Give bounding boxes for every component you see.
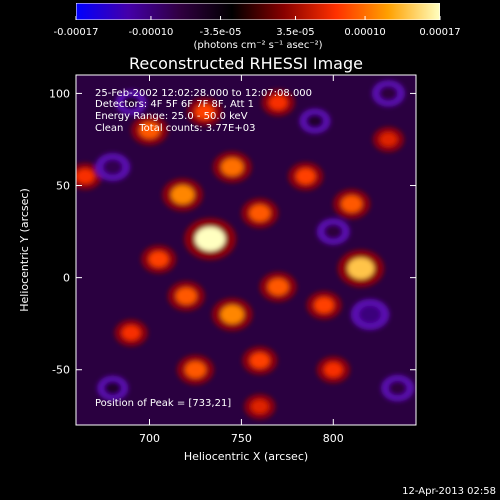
y-tick-label: 100 [49,87,70,100]
colorbar-tick-label: 0.00010 [344,27,385,38]
x-tick-label: 800 [323,432,344,445]
source-core [104,381,122,395]
y-axis-label: Heliocentric Y (arcsec) [18,188,31,312]
source-core [185,361,206,378]
source-core [388,380,407,396]
source-core [250,352,270,369]
annotation-detectors: Detectors: 4F 5F 6F 7F 8F, Att 1 [95,99,255,110]
annotation-energy: Energy Range: 25.0 - 50.0 keV [95,111,248,122]
source-core [220,305,244,324]
source-core [221,158,244,176]
source-core [122,325,141,341]
source-core [324,224,343,239]
source-core [341,195,362,213]
source-core [324,362,343,378]
colorbar-tick-label: 3.5e-05 [276,27,314,38]
source-core [347,257,375,280]
source-core [175,287,197,305]
source-core [148,251,169,267]
colorbar-tick-label: 0.00017 [419,27,460,38]
source-core [359,305,381,324]
source-core [379,132,397,147]
source-core [249,204,271,222]
colorbar [76,3,440,20]
colorbar-tick-label: -0.00017 [54,27,99,38]
source-core [195,226,226,251]
source-core [379,86,398,101]
source-core [306,114,324,128]
colorbar-tick-label: -0.00010 [128,27,173,38]
colorbar-label: (photons cm⁻² s⁻¹ asec⁻²) [193,40,322,51]
source-core [251,399,269,414]
timestamp: 12-Apr-2013 02:58 [402,486,496,497]
source-core [267,278,289,296]
source-core [76,169,95,184]
x-tick-label: 750 [231,432,252,445]
annotation-peak: Position of Peak = [733,21] [95,398,232,409]
source-core [103,159,123,175]
source-core [314,297,334,314]
source-core [171,185,195,204]
x-axis-label: Heliocentric X (arcsec) [184,450,308,463]
colorbar-tick-label: -3.5e-05 [200,27,242,38]
annotation-method: Clean Total counts: 3.77E+03 [95,123,256,134]
y-tick-label: 0 [63,272,70,285]
annotation-time: 25-Feb-2002 12:02:28.000 to 12:07:08.000 [95,88,313,99]
x-tick-label: 700 [139,432,160,445]
y-tick-label: -50 [52,364,70,377]
colorbar-axis: -0.00017 -0.00010 -3.5e-05 3.5e-05 0.00010 0.… [54,16,461,51]
source-core [296,168,316,185]
y-tick-label: 50 [56,180,70,193]
